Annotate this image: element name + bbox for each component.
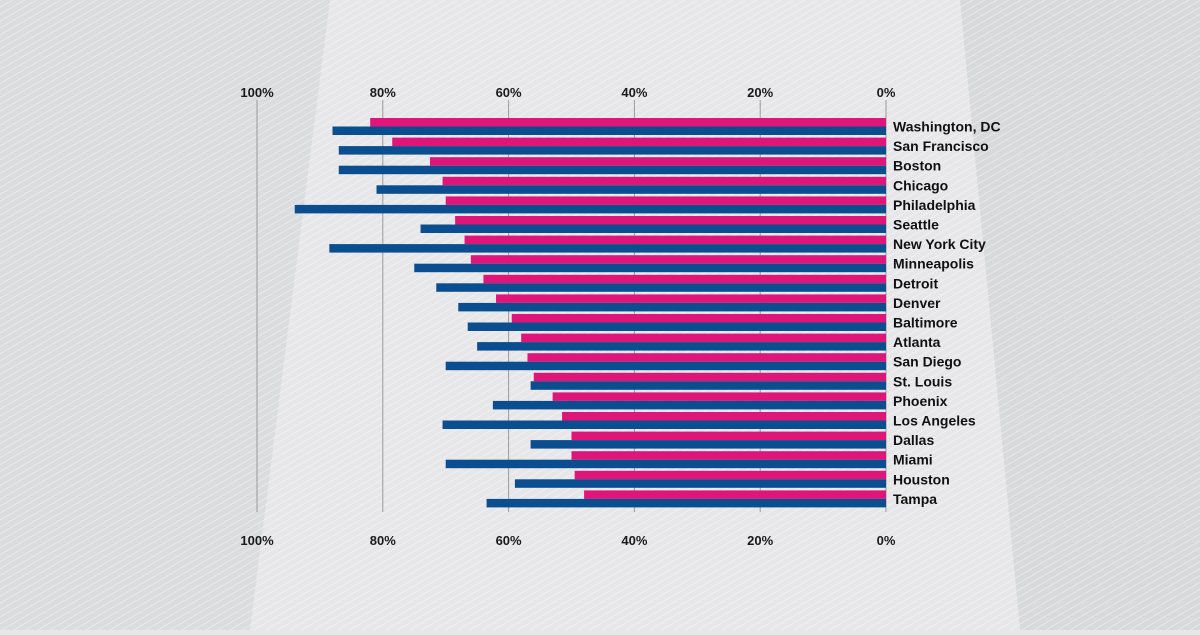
bar-series-1 bbox=[574, 470, 886, 480]
city-label: San Diego bbox=[893, 354, 961, 370]
bar-series-1 bbox=[511, 314, 886, 323]
city-label: Boston bbox=[893, 158, 941, 174]
bar-series-2 bbox=[530, 381, 886, 390]
bar-series-2 bbox=[458, 302, 886, 312]
city-label: Detroit bbox=[893, 275, 938, 291]
bar-series-1 bbox=[552, 392, 886, 401]
bar-series-1 bbox=[562, 412, 886, 421]
top-axis-ticks: 100% 80% 60% 40% 20% 0% bbox=[240, 85, 895, 100]
top-tick-label: 60% bbox=[496, 85, 522, 100]
bar-series-2 bbox=[442, 420, 886, 429]
bar-series-1 bbox=[455, 216, 886, 225]
bar-series-1 bbox=[584, 490, 886, 499]
bar-series-2 bbox=[332, 126, 887, 135]
bottom-tick-label: 100% bbox=[240, 533, 274, 548]
city-label: Miami bbox=[893, 452, 933, 468]
top-tick-label: 80% bbox=[370, 85, 396, 100]
bottom-axis-ticks: 100% 80% 60% 40% 20% 0% bbox=[240, 533, 895, 548]
city-label: Minneapolis bbox=[893, 256, 974, 272]
bar-series-2 bbox=[492, 400, 886, 410]
bar-series-1 bbox=[571, 451, 886, 460]
bar-series-1 bbox=[527, 353, 886, 362]
bar-series-2 bbox=[338, 146, 886, 155]
bar-series-2 bbox=[414, 263, 886, 273]
top-tick-label: 0% bbox=[877, 85, 896, 100]
bar-series-1 bbox=[445, 196, 886, 205]
bar-series-1 bbox=[533, 372, 886, 382]
city-label: Philadelphia bbox=[893, 197, 976, 213]
top-tick-label: 40% bbox=[621, 85, 647, 100]
bar-series-1 bbox=[521, 333, 886, 343]
bottom-tick-label: 60% bbox=[496, 533, 522, 548]
bar-series-1 bbox=[470, 255, 886, 264]
city-label: Atlanta bbox=[893, 334, 941, 350]
city-label: Tampa bbox=[893, 491, 937, 507]
city-label: San Francisco bbox=[893, 138, 989, 154]
city-label: St. Louis bbox=[893, 373, 952, 389]
bar-series-2 bbox=[445, 361, 886, 371]
bar-series-1 bbox=[370, 118, 887, 127]
city-label: Washington, DC bbox=[893, 119, 1001, 135]
city-labels: Washington, DC San Francisco Boston Chicago… bbox=[893, 119, 1001, 507]
bar-series-1 bbox=[464, 235, 886, 245]
bars bbox=[294, 118, 887, 508]
bar-series-1 bbox=[429, 157, 886, 166]
bar-series-2 bbox=[420, 224, 886, 233]
city-label: Baltimore bbox=[893, 315, 958, 331]
bottom-tick-label: 40% bbox=[621, 533, 647, 548]
city-label: Denver bbox=[893, 295, 941, 311]
bar-series-2 bbox=[445, 459, 886, 469]
city-label: Los Angeles bbox=[893, 413, 976, 429]
city-label: Phoenix bbox=[893, 393, 948, 409]
bar-series-2 bbox=[338, 165, 886, 175]
bar-series-2 bbox=[530, 440, 886, 449]
top-tick-label: 20% bbox=[747, 85, 773, 100]
city-label: Dallas bbox=[893, 432, 934, 448]
bar-series-2 bbox=[329, 244, 887, 253]
city-label: Seattle bbox=[893, 217, 939, 233]
bar-series-1 bbox=[496, 294, 886, 303]
bar-series-1 bbox=[442, 176, 886, 186]
top-tick-label: 100% bbox=[240, 85, 274, 100]
bar-series-1 bbox=[571, 431, 886, 441]
bar-series-2 bbox=[294, 204, 886, 214]
city-label: Chicago bbox=[893, 177, 948, 193]
bar-series-1 bbox=[483, 274, 886, 284]
bottom-tick-label: 0% bbox=[877, 533, 896, 548]
bar-series-2 bbox=[376, 185, 886, 194]
bar-series-1 bbox=[392, 137, 886, 147]
bottom-tick-label: 20% bbox=[747, 533, 773, 548]
bar-series-2 bbox=[477, 342, 886, 351]
city-label: Houston bbox=[893, 471, 950, 487]
bar-series-2 bbox=[467, 322, 886, 331]
city-label: New York City bbox=[893, 236, 986, 252]
bar-series-2 bbox=[486, 498, 886, 508]
bar-series-2 bbox=[514, 479, 886, 488]
bottom-tick-label: 80% bbox=[370, 533, 396, 548]
bar-series-2 bbox=[436, 283, 886, 292]
